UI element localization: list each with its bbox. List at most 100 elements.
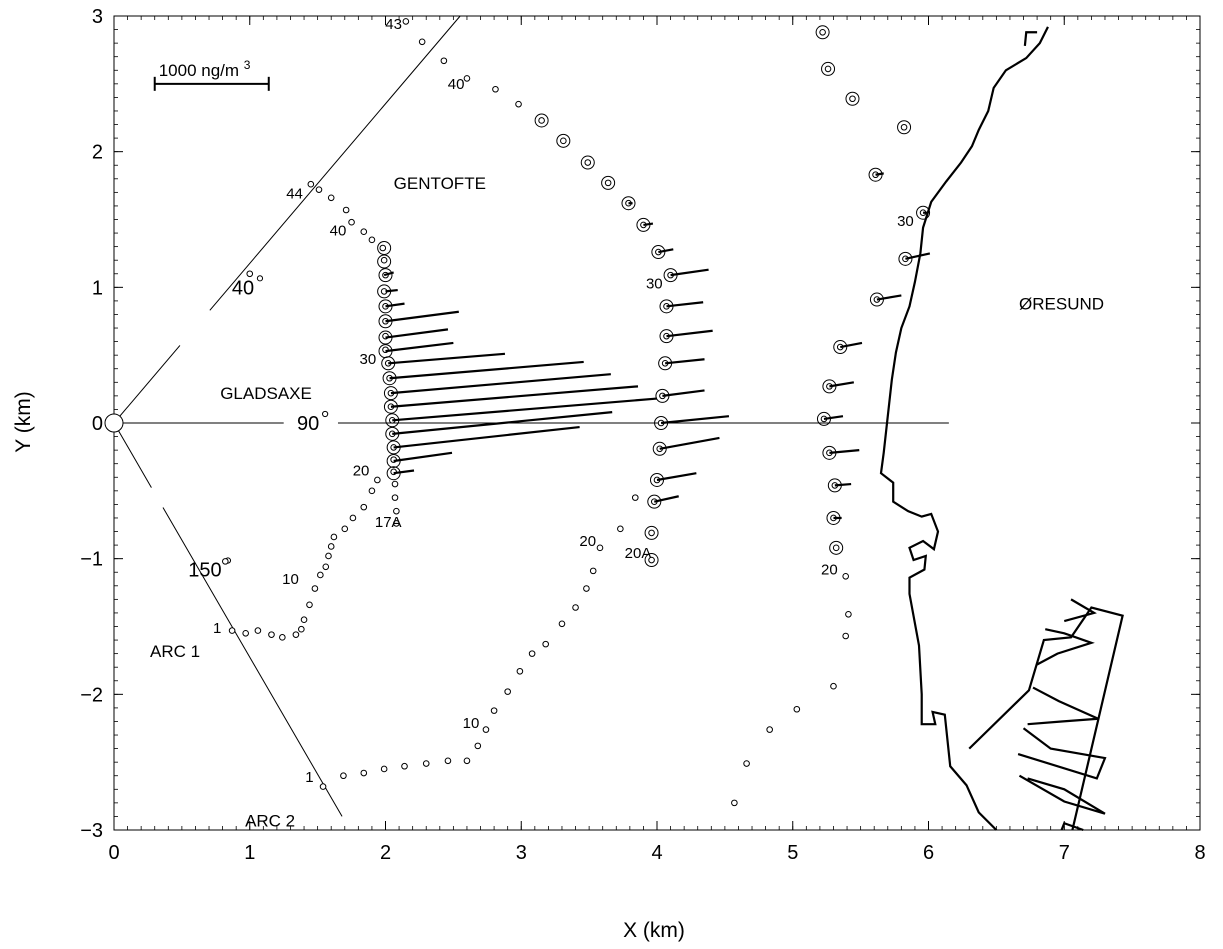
receptor-point (842, 632, 849, 640)
receptor-point (444, 757, 452, 765)
receptor-point (596, 544, 604, 552)
area-label: GENTOFTE (394, 174, 486, 193)
ray-angle-label: 90 (297, 413, 319, 435)
concentration-vector (823, 415, 844, 421)
degree-symbol (322, 410, 329, 418)
y-tick-label: −1 (80, 549, 103, 571)
receptor-point (228, 627, 236, 634)
concentration-vector (392, 411, 613, 435)
concentration-vector (666, 301, 704, 308)
ray-angle-label: 40 (232, 277, 254, 299)
receptor-point (311, 585, 319, 592)
x-tick-label: 2 (380, 842, 391, 864)
measurement-circle (378, 268, 393, 283)
x-tick-label: 5 (787, 842, 798, 864)
point-label: 17A (375, 514, 402, 531)
area-label: ARC 2 (245, 812, 295, 831)
receptor-point (380, 765, 388, 773)
data-marks (222, 18, 931, 807)
measurement-circle (644, 525, 659, 540)
receptor-point (528, 650, 536, 657)
concentration-vector (393, 469, 415, 475)
concentration-vector (643, 222, 654, 227)
measurement-circle (534, 113, 549, 128)
point-label: 1 (213, 620, 221, 637)
receptor-point (731, 799, 738, 807)
receptor-point (793, 705, 801, 713)
x-tick-label: 6 (923, 842, 934, 864)
receptor-point (360, 769, 368, 777)
measurement-circle (898, 251, 913, 266)
coastline (879, 26, 1124, 832)
receptor-point (379, 244, 387, 252)
receptor-point (482, 726, 490, 733)
concentration-vector (393, 451, 453, 463)
measurement-circle (897, 120, 912, 135)
receptor-point (463, 75, 471, 82)
concentration-vector (840, 341, 863, 349)
concentration-vector (656, 472, 697, 482)
measurement-circle (652, 441, 667, 456)
ray-segment (113, 345, 181, 424)
y-tick-label: 3 (92, 6, 103, 28)
area-label: ARC 1 (150, 642, 200, 661)
point-label: 30 (897, 213, 914, 230)
point-label: 20 (353, 462, 370, 479)
point-label: 20 (579, 533, 596, 550)
concentration-vector (385, 302, 405, 308)
receptor-point (422, 760, 430, 767)
receptor-point (380, 256, 388, 264)
concentration-vector (662, 389, 705, 397)
receptor-point (401, 762, 408, 770)
receptor-point (254, 627, 262, 634)
y-tick-label: 1 (92, 277, 103, 299)
receptor-point (631, 494, 639, 501)
concentration-vector (829, 449, 860, 454)
measurement-circle (647, 494, 662, 509)
receptor-point (393, 520, 400, 527)
receptor-point (474, 742, 482, 750)
y-tick-label: −2 (80, 684, 103, 706)
degree-symbol (256, 275, 264, 282)
measurement-circle (916, 205, 931, 220)
concentration-vector (654, 495, 679, 503)
receptor-point (900, 123, 908, 131)
receptor-point (584, 159, 592, 166)
axes: 0 1 2 3 4 5 6 7 8 −3 −2 −1 0 1 2 3 (80, 6, 1205, 864)
receptor-point (342, 206, 350, 214)
point-label: 10 (463, 715, 480, 732)
concentration-vector (385, 288, 398, 293)
receptor-point (542, 640, 549, 648)
receptor-point (504, 688, 511, 695)
concentration-vector (390, 373, 611, 395)
receptor-point (349, 514, 357, 522)
x-tick-label: 3 (516, 842, 527, 864)
receptor-point (391, 480, 399, 488)
receptor-point (589, 567, 597, 575)
concentration-vector (829, 381, 855, 388)
receptor-point (246, 270, 254, 278)
y-tick-label: 0 (92, 413, 103, 435)
receptor-point (558, 620, 566, 628)
receptor-point (538, 117, 545, 124)
receptor-point (300, 616, 308, 624)
concentration-vector (876, 294, 902, 301)
receptor-point (242, 629, 249, 637)
y-axis-label: Y (km) (12, 391, 35, 452)
receptor-point (393, 507, 400, 515)
concentration-vector (393, 425, 580, 449)
receptor-point (842, 573, 849, 580)
chart-labels: GENTOFTE GLADSAXE ØRESUND ARC 1 ARC 2 43 40 44 4… (150, 16, 1104, 830)
concentration-vector (665, 358, 705, 365)
harbour-outline (1036, 628, 1095, 666)
receptor-point (374, 476, 381, 484)
receptor-point (849, 95, 856, 103)
receptor-point (341, 525, 349, 533)
measurement-circle (621, 196, 636, 211)
scale-bar: 1000 ng/m 3 (153, 58, 270, 91)
receptor-point (572, 604, 579, 611)
concentration-vector (385, 310, 459, 323)
receptor-point (743, 760, 750, 767)
scale-bar-superscript: 3 (244, 58, 251, 72)
